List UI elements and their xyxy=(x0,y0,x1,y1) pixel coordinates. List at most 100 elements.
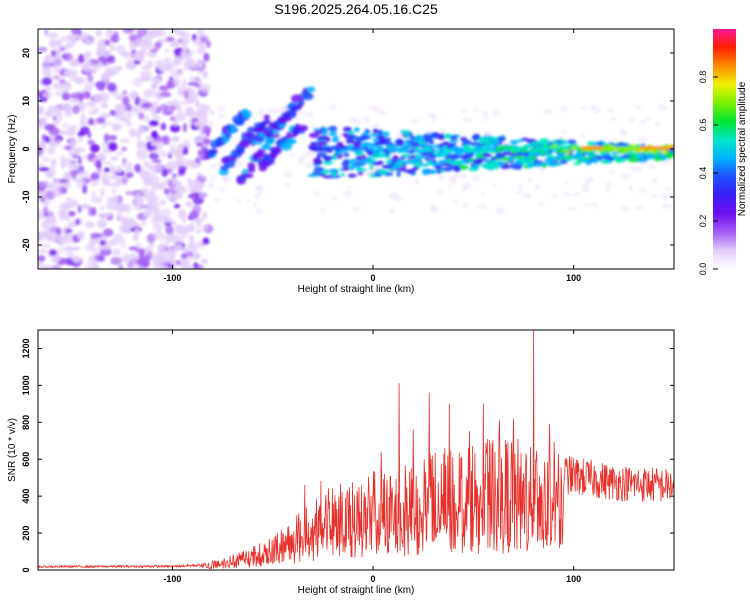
spectrogram-blob xyxy=(413,178,420,186)
spectrogram-blob xyxy=(305,150,315,157)
spectrogram-blob xyxy=(59,209,68,217)
spectrogram-blob xyxy=(150,81,158,91)
spectrogram-blob xyxy=(125,63,137,70)
spectrogram-blob xyxy=(551,144,558,149)
spectrogram-blob xyxy=(661,149,667,154)
spectrogram-blob xyxy=(62,122,70,129)
spectrogram-blob xyxy=(46,225,57,231)
spectrogram-blob xyxy=(567,207,577,211)
spectrogram-blob xyxy=(84,52,91,59)
spectrogram-blob xyxy=(480,192,486,197)
spectrogram-blob xyxy=(115,151,124,156)
spectrogram-blob xyxy=(50,158,57,167)
spectrogram-blob xyxy=(93,233,105,239)
spectrogram-blob xyxy=(557,152,565,159)
spectrogram-blob xyxy=(40,196,46,203)
spectrogram-blob xyxy=(148,152,160,160)
spectrogram-blob xyxy=(174,185,185,192)
spectrogram-blob xyxy=(485,136,492,140)
spectrogram-blob xyxy=(108,134,118,141)
spectrogram-blob xyxy=(471,134,480,141)
spectrogram-blob xyxy=(419,143,428,148)
spectrogram-blob xyxy=(170,60,180,68)
x-tick-label: 100 xyxy=(566,273,581,283)
spectrogram-blob xyxy=(458,164,464,169)
spectrogram-blob xyxy=(93,93,103,103)
spectrogram-blob xyxy=(152,100,159,108)
spectrogram-blob xyxy=(596,108,602,112)
spectrogram-blob xyxy=(171,135,180,143)
spectrogram-blob xyxy=(476,157,486,162)
spectrogram-blob xyxy=(521,137,529,142)
spectrogram-blob xyxy=(404,159,415,165)
spectrogram-blob xyxy=(70,92,83,100)
spectrogram-blob xyxy=(228,154,238,161)
spectrogram-blob xyxy=(654,121,661,127)
spectrogram-blob xyxy=(111,188,117,194)
spectrogram-blob xyxy=(330,171,337,177)
spectrogram-blob xyxy=(185,143,191,148)
spectrogram-blob xyxy=(103,161,113,166)
spectrogram-blob xyxy=(496,151,501,157)
spectrogram-blob xyxy=(61,92,71,101)
spectrogram-blob xyxy=(114,111,120,121)
spectrogram-blob xyxy=(97,212,104,218)
spectrogram-blob xyxy=(64,108,73,118)
spectrogram-blob xyxy=(347,134,358,140)
spectrogram-blob xyxy=(353,140,362,147)
spectrogram-blob xyxy=(168,148,181,155)
spectrogram-blob xyxy=(96,42,108,49)
spectrogram-blob xyxy=(174,190,183,201)
spectrogram-blob xyxy=(88,206,93,217)
spectrogram-blob xyxy=(542,108,553,115)
spectrogram-blob xyxy=(82,91,91,99)
spectrogram-blob xyxy=(128,217,136,227)
spectrogram-blob xyxy=(525,158,535,165)
spectrogram-blob xyxy=(244,199,250,204)
spectrogram-blob xyxy=(362,115,371,121)
spectrogram-blob xyxy=(46,147,56,155)
spectrogram-blob xyxy=(41,77,53,86)
spectrogram-blob xyxy=(576,159,581,164)
spectrogram-blob xyxy=(55,248,66,254)
spectrogram-blob xyxy=(605,160,611,164)
spectrogram-blob xyxy=(161,37,169,44)
spectrogram-blob xyxy=(128,189,133,196)
spectrogram-blob xyxy=(305,111,314,117)
spectrogram-blob xyxy=(441,152,448,158)
spectrogram-blob xyxy=(331,168,339,173)
spectrogram-blob xyxy=(183,90,189,100)
spectrogram-blob xyxy=(117,106,127,114)
spectrogram-blob xyxy=(449,139,459,143)
spectrogram-blob xyxy=(38,255,46,262)
spectrogram-blob xyxy=(182,79,187,88)
spectrogram-blob xyxy=(575,152,581,159)
spectrogram-blob xyxy=(119,138,131,143)
spectrogram-blob xyxy=(430,115,437,122)
y-tick-label: 0 xyxy=(21,567,31,572)
spectrogram-blob xyxy=(134,227,140,236)
spectrogram-blob xyxy=(107,55,116,64)
spectrogram-blob xyxy=(356,136,367,142)
spectrogram-blob xyxy=(314,130,322,134)
spectrogram-blob xyxy=(406,168,416,175)
spectrogram-blob xyxy=(136,29,148,37)
spectrogram-blob xyxy=(77,29,83,36)
spectrogram-blob xyxy=(428,169,438,174)
spectrogram-blob xyxy=(197,149,205,157)
spectrogram-blob xyxy=(42,66,52,77)
spectrogram-blob xyxy=(252,202,259,207)
spectrogram-blob xyxy=(159,150,167,158)
spectrogram-blob xyxy=(459,110,468,114)
spectrogram-blob xyxy=(316,141,327,147)
spectrogram-xlabel: Height of straight line (km) xyxy=(298,284,415,295)
spectrogram-blob xyxy=(45,91,53,99)
spectrogram-blob xyxy=(217,113,227,119)
spectrogram-blob xyxy=(633,205,644,210)
spectrogram-blob xyxy=(372,128,379,134)
spectrogram-blob xyxy=(120,146,128,152)
spectrogram-blob xyxy=(592,141,600,147)
spectrogram-blob xyxy=(406,144,414,148)
spectrogram-blob xyxy=(178,235,184,245)
spectrogram-blob xyxy=(179,225,190,234)
